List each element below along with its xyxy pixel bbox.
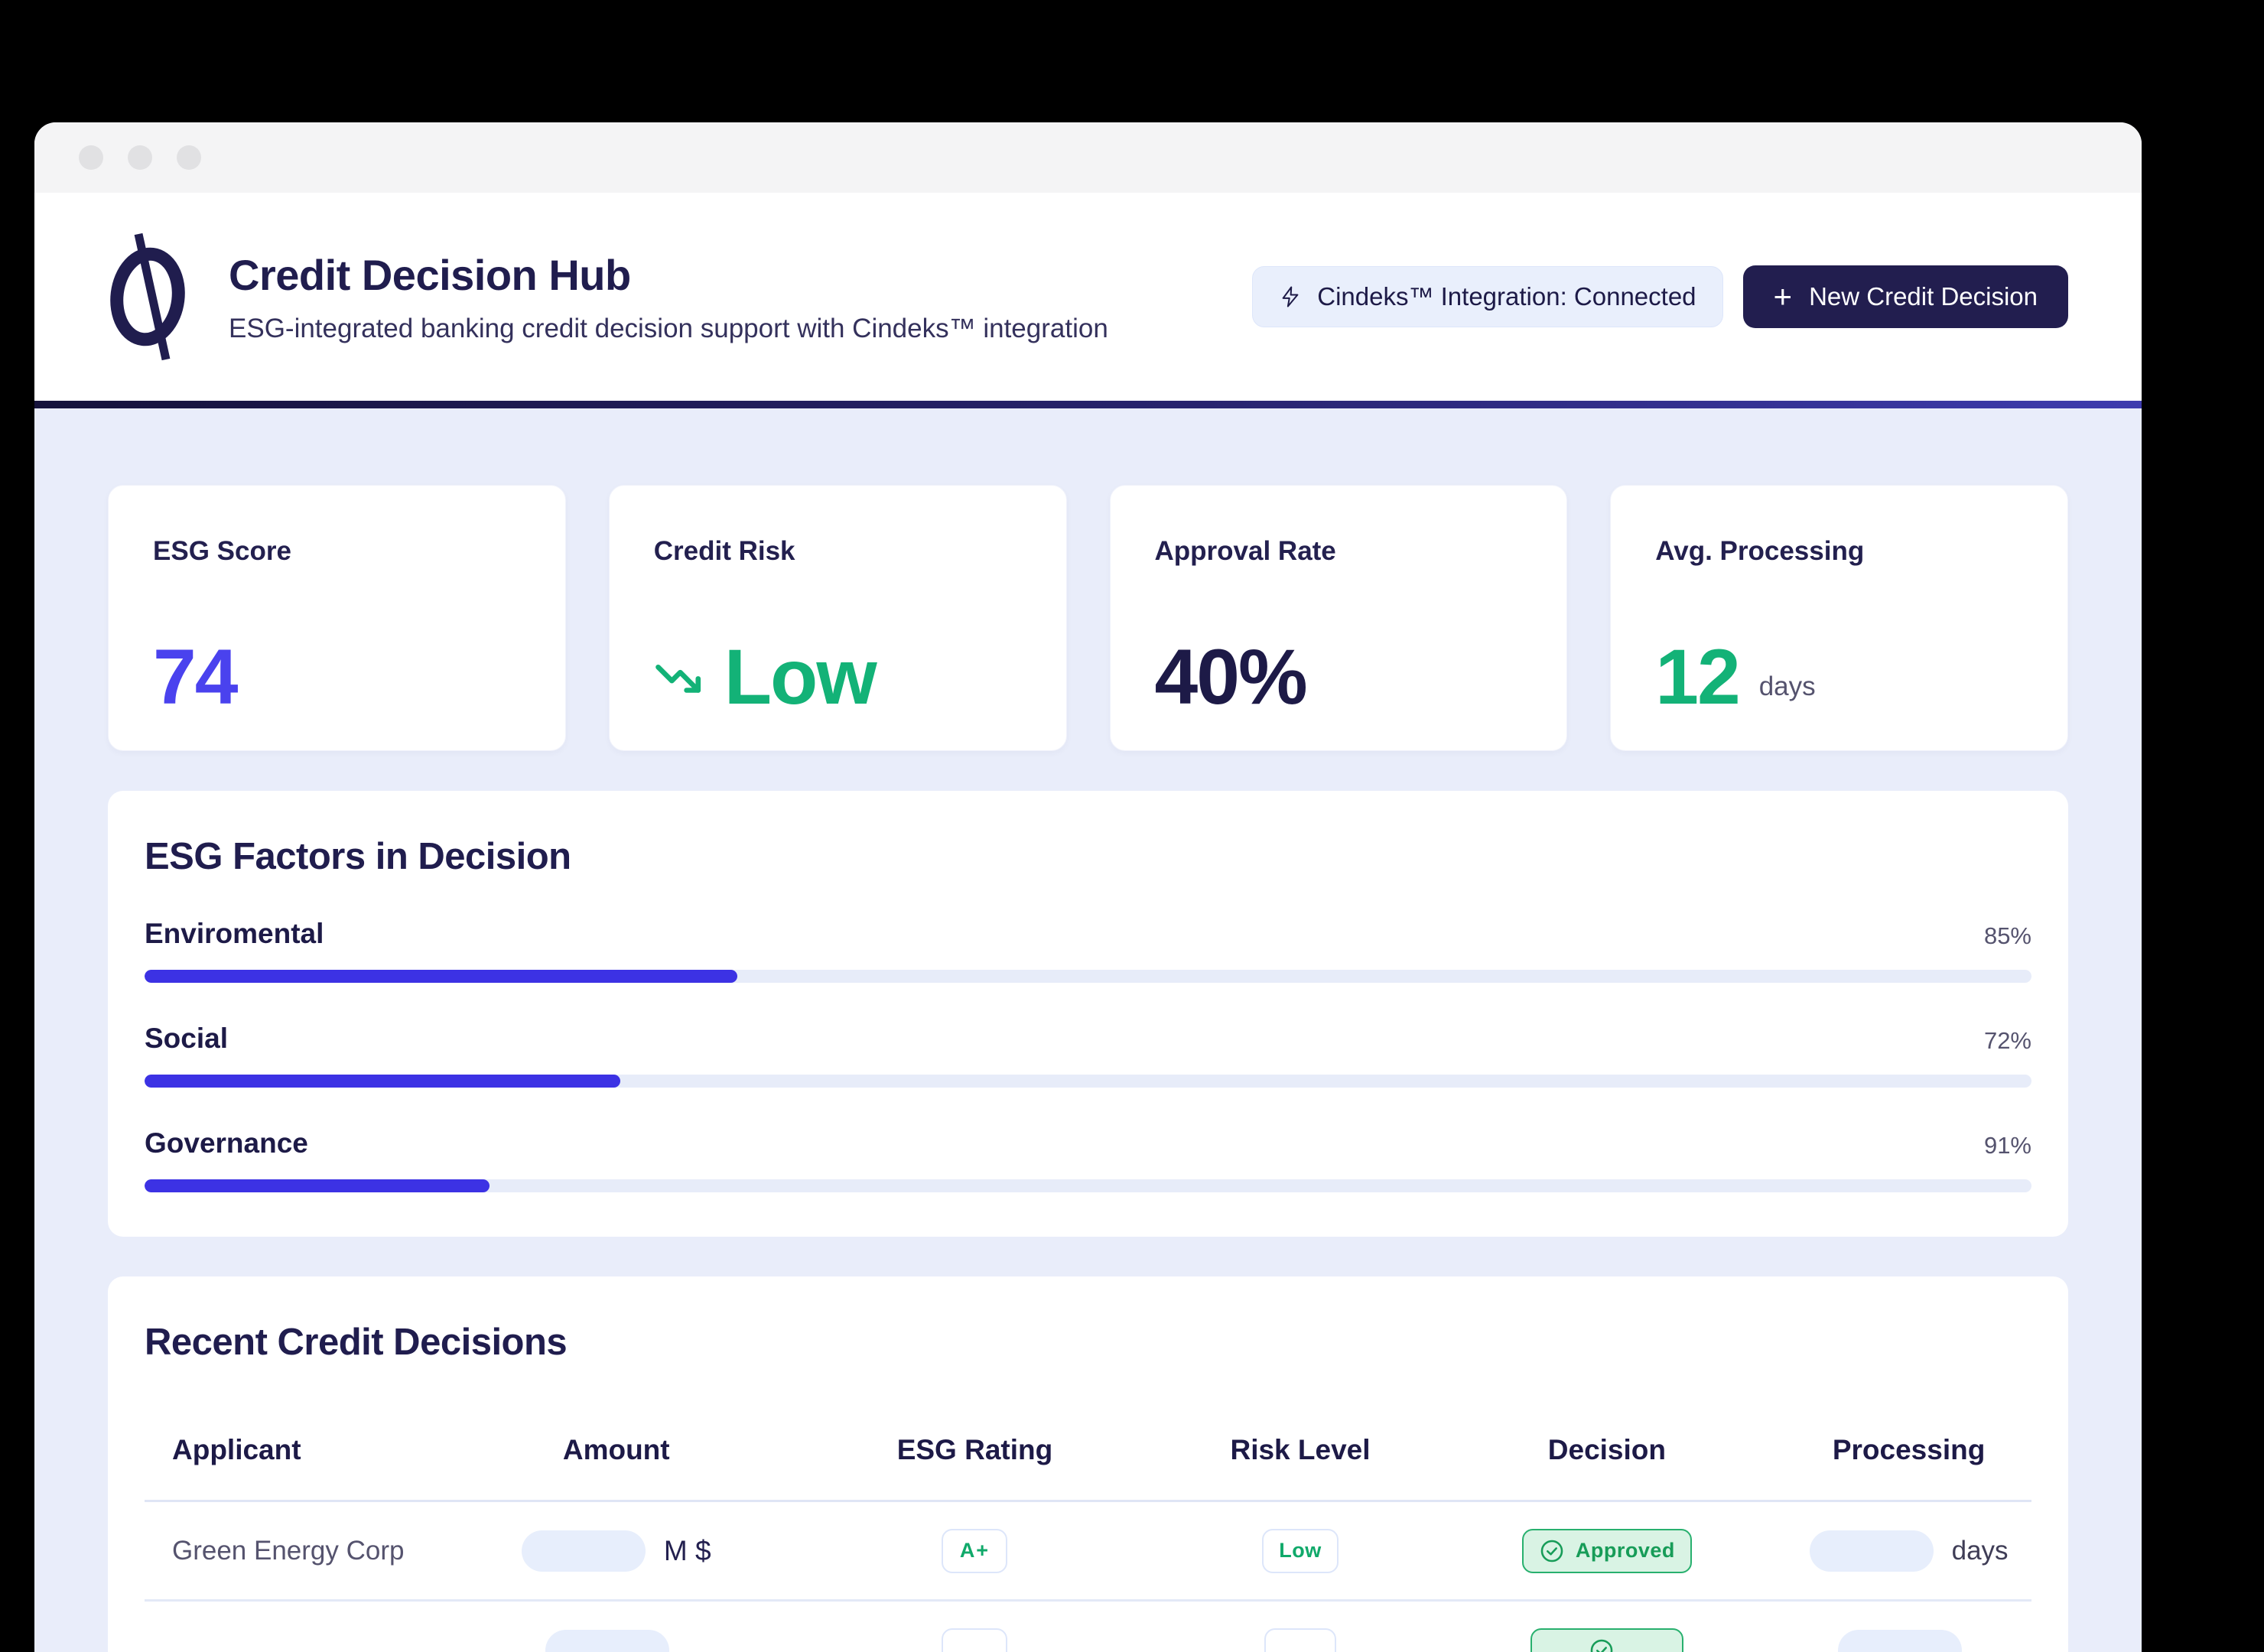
circle-check-icon (1540, 1540, 1563, 1562)
stat-value: 40% (1154, 633, 1308, 720)
plus-icon: + (1773, 278, 1793, 314)
new-credit-decision-button[interactable]: + New Credit Decision (1742, 265, 2068, 328)
new-credit-decision-label: New Credit Decision (1809, 282, 2038, 311)
progress-track (145, 1075, 2031, 1088)
factor-percent: 85% (1983, 922, 2031, 949)
progress-fill (145, 1075, 620, 1088)
recent-decisions-card: Recent Credit Decisions Applicant Amount… (108, 1276, 2068, 1652)
table-row[interactable] (145, 1602, 2031, 1652)
column-header-esg-rating: ESG Rating (896, 1434, 1053, 1465)
amount-skeleton (521, 1530, 646, 1572)
page-subtitle: ESG-integrated banking credit decision s… (229, 313, 1108, 343)
table-row[interactable]: Green Energy Corp M $ A+ Low (145, 1502, 2031, 1602)
esg-factors-title: ESG Factors in Decision (145, 836, 571, 877)
table-header: Applicant Amount ESG Rating Risk Level D… (145, 1434, 2031, 1502)
esg-rating-badge: A+ (942, 1528, 1008, 1573)
stat-label: ESG Score (153, 536, 291, 566)
factor-name: Governance (145, 1127, 308, 1159)
column-header-amount: Amount (562, 1434, 670, 1465)
risk-level-cell: Low (1173, 1528, 1427, 1573)
applicant-cell: Green Energy Corp (172, 1535, 405, 1566)
stat-card-esg-score: ESG Score 74 (108, 485, 566, 751)
page-title: Credit Decision Hub (229, 250, 631, 299)
trending-down-icon (655, 664, 701, 693)
factor-percent: 91% (1983, 1132, 2031, 1159)
decision-label: Approved (1575, 1539, 1675, 1562)
app-window: Credit Decision Hub ESG-integrated banki… (34, 122, 2142, 1652)
stat-value: 74 (153, 633, 238, 720)
stat-unit: days (1758, 671, 1816, 701)
esg-rating-badge (942, 1628, 1008, 1652)
amount-cell: M $ (456, 1530, 776, 1572)
app-header: Credit Decision Hub ESG-integrated banki… (34, 193, 2142, 401)
processing-unit: days (1951, 1535, 2009, 1566)
processing-cell (1786, 1629, 2031, 1652)
esg-factor-governance: Governance 91% (145, 1127, 2031, 1192)
decision-badge: Approved (1521, 1528, 1692, 1573)
stat-card-approval-rate: Approval Rate 40% (1109, 485, 1568, 751)
stat-label: Avg. Processing (1655, 536, 1865, 566)
decision-cell: Approved (1428, 1528, 1787, 1573)
esg-factors-card: ESG Factors in Decision Enviromental 85%… (108, 791, 2068, 1237)
stat-label: Approval Rate (1154, 536, 1336, 566)
risk-level-badge (1264, 1628, 1336, 1652)
risk-level-cell (1173, 1628, 1427, 1652)
decision-badge (1530, 1628, 1683, 1652)
window-control-icon[interactable] (79, 145, 103, 170)
stat-value: 12 (1655, 633, 1740, 720)
esg-factor-environmental: Enviromental 85% (145, 918, 2031, 983)
header-divider (34, 401, 2142, 408)
decision-cell (1428, 1628, 1787, 1652)
window-control-icon[interactable] (177, 145, 201, 170)
processing-skeleton (1809, 1530, 1934, 1572)
stats-row: ESG Score 74 Credit Risk Low Approval Ra… (108, 485, 2068, 751)
column-header-decision: Decision (1547, 1434, 1666, 1465)
progress-track (145, 970, 2031, 983)
window-titlebar (34, 122, 2142, 193)
esg-factor-social: Social 72% (145, 1023, 2031, 1088)
amount-cell (456, 1629, 776, 1652)
stat-card-avg-processing: Avg. Processing 12 days (1610, 485, 2068, 751)
esg-rating-cell: A+ (776, 1528, 1173, 1573)
progress-fill (145, 1179, 490, 1192)
factor-name: Enviromental (145, 918, 324, 949)
integration-status-label: Cindeks™ Integration: Connected (1317, 282, 1696, 311)
circle-check-icon (1590, 1639, 1613, 1652)
risk-level-badge: Low (1262, 1528, 1339, 1573)
progress-track (145, 1179, 2031, 1192)
stat-card-credit-risk: Credit Risk Low (608, 485, 1067, 751)
window-control-icon[interactable] (128, 145, 152, 170)
stat-value: Low (724, 633, 877, 720)
lightning-icon (1282, 286, 1299, 307)
app-logo-icon (110, 233, 185, 361)
recent-decisions-title: Recent Credit Decisions (145, 1322, 568, 1363)
processing-cell: days (1786, 1530, 2031, 1572)
amount-skeleton (545, 1629, 669, 1652)
stat-label: Credit Risk (653, 536, 795, 566)
factor-name: Social (145, 1023, 228, 1054)
processing-skeleton (1837, 1629, 1962, 1652)
factor-percent: 72% (1983, 1027, 2031, 1054)
progress-fill (145, 970, 737, 983)
column-header-applicant: Applicant (172, 1434, 301, 1465)
integration-status-badge[interactable]: Cindeks™ Integration: Connected (1252, 266, 1723, 327)
page-content: ESG Score 74 Credit Risk Low Approval Ra… (34, 408, 2142, 1652)
amount-unit: M $ (663, 1534, 711, 1566)
column-header-risk-level: Risk Level (1230, 1434, 1371, 1465)
column-header-processing: Processing (1832, 1434, 1986, 1465)
esg-rating-cell (776, 1628, 1173, 1652)
